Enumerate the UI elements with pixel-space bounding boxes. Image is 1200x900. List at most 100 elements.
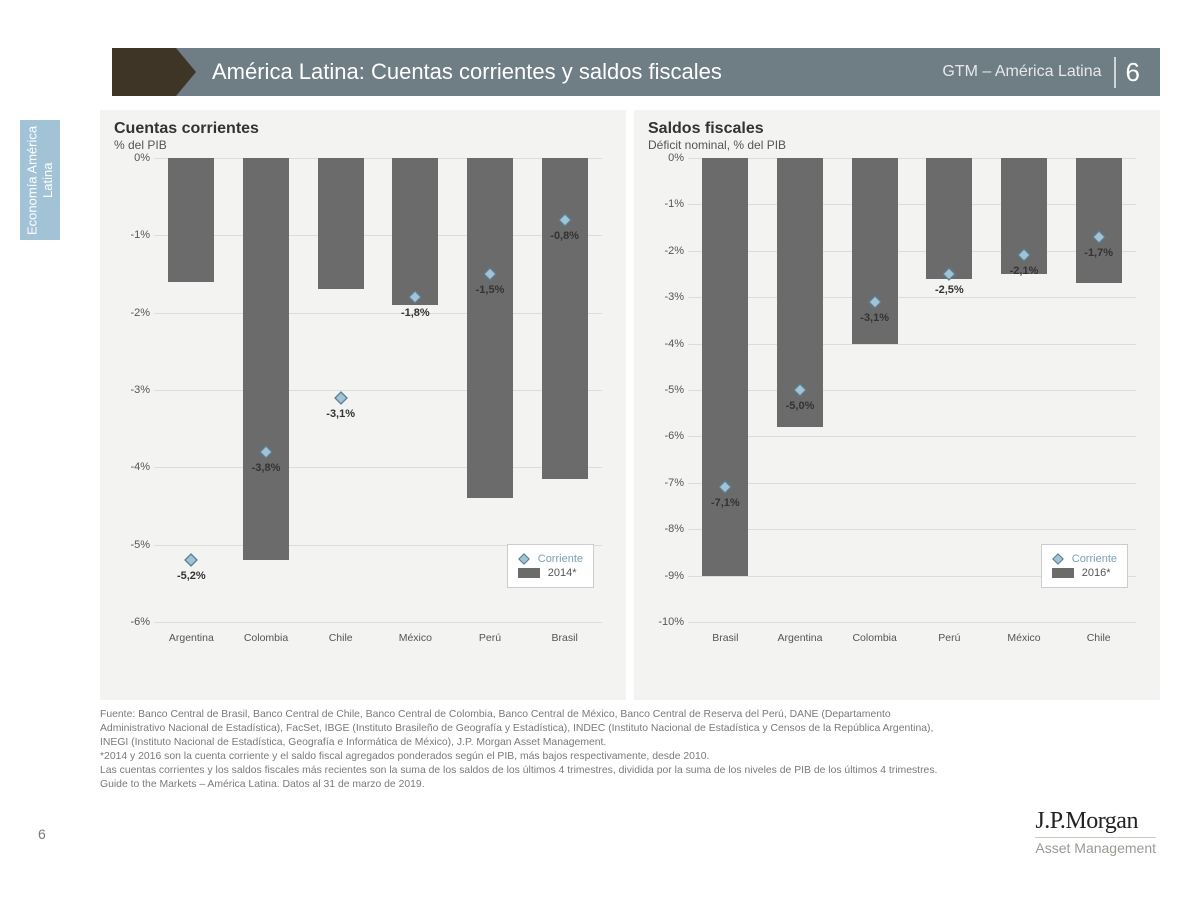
gtm-label: GTM – América Latina [942,63,1101,81]
legend-bar-swatch [1052,568,1074,578]
chart-left-plot: 0%-1%-2%-3%-4%-5%-6%-5,2%Argentina-3,8%C… [114,158,612,648]
data-marker [868,295,882,309]
diamond-marker-icon [483,267,497,281]
footer-page-number: 6 [38,826,46,842]
gridline [154,235,602,236]
y-tick-label: -9% [648,570,684,582]
marker-label: -7,1% [711,497,740,509]
gridline [688,483,1136,484]
gridline [688,297,1136,298]
x-tick-label: Argentina [169,632,214,644]
legend-label-current: Corriente [1072,553,1117,565]
gridline [688,529,1136,530]
gridline [688,390,1136,391]
note-line: Fuente: Banco Central de Brasil, Banco C… [100,708,950,750]
legend-bar-swatch [518,568,540,578]
data-marker [558,213,572,227]
bar [243,158,289,560]
gridline [154,467,602,468]
bar [702,158,748,576]
note-line: Las cuentas corrientes y los saldos fisc… [100,764,950,778]
legend: Corriente2014* [507,544,594,588]
header-arrow-tab [112,48,176,96]
data-marker [334,391,348,405]
x-tick-label: Chile [329,632,353,644]
marker-label: -5,0% [786,400,815,412]
bar [318,158,364,289]
legend-label-bar: 2016* [1082,567,1111,579]
x-tick-label: Colombia [852,632,896,644]
data-marker [483,267,497,281]
marker-label: -2,5% [935,284,964,296]
x-tick-label: México [399,632,432,644]
note-line: Guide to the Markets – América Latina. D… [100,778,950,792]
y-tick-label: -5% [114,539,150,551]
legend-label-bar: 2014* [548,567,577,579]
diamond-marker-icon [793,383,807,397]
gridline [154,158,602,159]
gridline [688,436,1136,437]
legend: Corriente 2016* [1041,544,1128,588]
chart-right-subtitle: Déficit nominal, % del PIB [648,138,1146,152]
chart-right-plot: 0%-1%-2%-3%-4%-5%-6%-7%-8%-9%-10%-7,1%Br… [648,158,1146,648]
diamond-marker-icon [408,290,422,304]
y-tick-label: -8% [648,523,684,535]
bar [168,158,214,282]
data-marker [942,267,956,281]
chart-left-subtitle: % del PIB [114,138,612,152]
diamond-marker-icon [334,391,348,405]
y-tick-label: -1% [114,229,150,241]
diamond-marker-icon [1052,553,1064,565]
gridline [688,204,1136,205]
jpm-logo: J.P.Morgan Asset Management [1035,808,1156,856]
bar [1076,158,1122,283]
marker-label: -3,8% [252,462,281,474]
chart-left-title: Cuentas corrientes [114,120,612,138]
legend-row-current: Corriente [1052,553,1117,565]
data-marker [718,480,732,494]
x-tick-label: México [1007,632,1040,644]
gridline [154,313,602,314]
y-tick-label: 0% [648,152,684,164]
note-line: *2014 y 2016 son la cuenta corriente y e… [100,750,950,764]
y-tick-label: -5% [648,384,684,396]
bar [467,158,513,498]
gridline [688,622,1136,623]
y-tick-label: -1% [648,198,684,210]
diamond-marker-icon [868,295,882,309]
section-tab-latam: Economía América Latina [20,120,60,240]
y-tick-label: -4% [114,461,150,473]
gridline [688,344,1136,345]
x-tick-label: Brasil [552,632,578,644]
gridline [688,158,1136,159]
y-tick-label: -3% [648,291,684,303]
gridline [154,622,602,623]
page-title: América Latina: Cuentas corrientes y sal… [176,48,932,96]
x-tick-label: Brasil [712,632,738,644]
data-marker [1017,248,1031,262]
y-tick-label: 0% [114,152,150,164]
marker-label: -2,1% [1010,265,1039,277]
diamond-marker-icon [942,267,956,281]
y-tick-label: -10% [648,616,684,628]
marker-label: -1,7% [1084,247,1113,259]
marker-label: -1,8% [401,307,430,319]
data-marker [793,383,807,397]
x-tick-label: Perú [938,632,960,644]
data-marker [408,290,422,304]
header-page-number: 6 [1114,57,1140,88]
data-marker [184,553,198,567]
diamond-marker-icon [184,553,198,567]
diamond-marker-icon [259,445,273,459]
header-bar: América Latina: Cuentas corrientes y sal… [112,48,1160,96]
marker-label: -3,1% [326,408,355,420]
chart-left-panel: Cuentas corrientes % del PIB 0%-1%-2%-3%… [100,110,626,700]
logo-sub: Asset Management [1035,837,1156,856]
diamond-marker-icon [558,213,572,227]
bar [392,158,438,305]
y-tick-label: -3% [114,384,150,396]
gridline [154,390,602,391]
x-tick-label: Colombia [244,632,288,644]
y-tick-label: -7% [648,477,684,489]
bar [926,158,972,279]
